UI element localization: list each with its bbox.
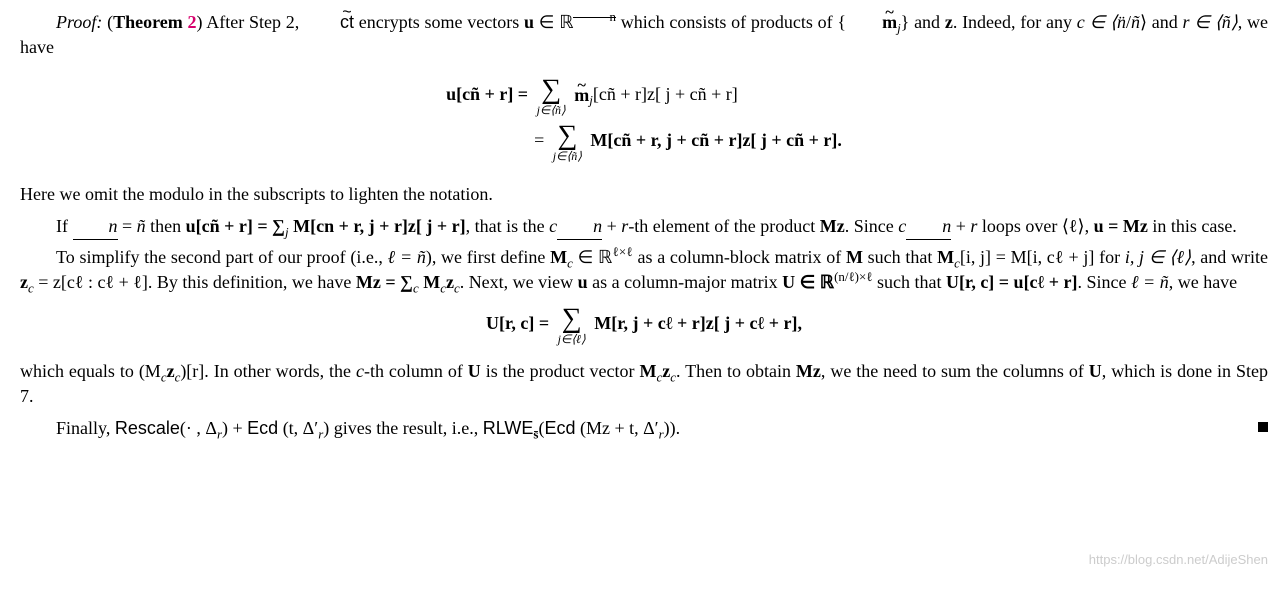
paragraph-1: Proof: (Theorem 2) After Step 2, ct encr… — [20, 10, 1268, 60]
qed-box — [1258, 422, 1268, 432]
equation-block-2: U[r, c] = ∑ j∈⟨ℓ⟩ M[r, j + cℓ + r]z[ j +… — [20, 305, 1268, 345]
paragraph-5: which equals to (Mczc)[r]. In other word… — [20, 359, 1268, 409]
watermark-text: https://blog.csdn.net/AdijeShen — [1089, 551, 1268, 569]
paragraph-6: Finally, Rescale(· , Δr) + Ecd (t, Δ′r) … — [20, 416, 1268, 441]
proof-label: Proof: — [56, 12, 102, 32]
paragraph-2: Here we omit the modulo in the subscript… — [20, 182, 1268, 207]
vec-u: u — [524, 12, 534, 32]
theorem-ref-link[interactable]: 2 — [188, 12, 197, 32]
sum-symbol-3: ∑ j∈⟨ℓ⟩ — [558, 305, 586, 345]
equation-block-1: u[cñ + r] = ∑ j∈⟨ñ⟩ mj[cñ + r]z[ j + cñ … — [20, 70, 1268, 168]
sum-symbol-2: ∑ j∈⟨ñ⟩ — [553, 122, 582, 162]
sum-symbol: ∑ j∈⟨ñ⟩ — [537, 76, 566, 116]
paragraph-3: If n = ñ then u[cñ + r] = ∑j M[cn + r, j… — [20, 214, 1268, 239]
theorem-word: Theorem — [113, 12, 183, 32]
ct-tilde: ct — [304, 10, 354, 35]
paragraph-4: To simplify the second part of our proof… — [20, 245, 1268, 295]
